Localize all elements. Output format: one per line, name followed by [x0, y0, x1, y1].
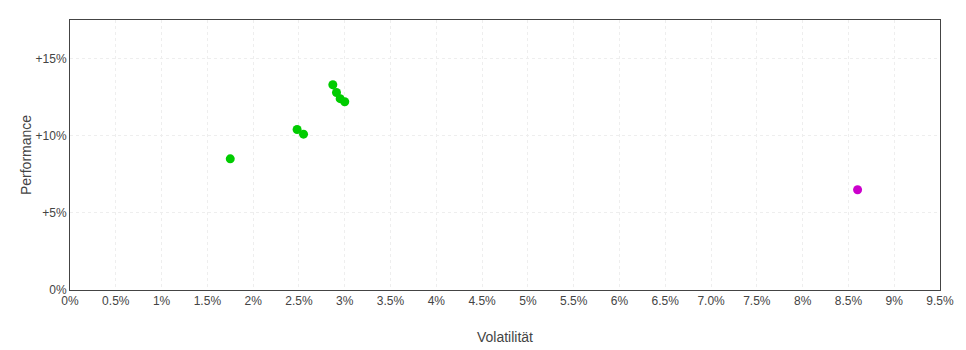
svg-text:2%: 2% [244, 294, 262, 308]
svg-text:7.0%: 7.0% [697, 294, 725, 308]
svg-text:8%: 8% [794, 294, 812, 308]
svg-text:4.5%: 4.5% [468, 294, 496, 308]
svg-text:4%: 4% [428, 294, 446, 308]
svg-text:+15%: +15% [36, 52, 67, 66]
svg-text:1.5%: 1.5% [194, 294, 222, 308]
svg-text:3.5%: 3.5% [377, 294, 405, 308]
svg-text:7.5%: 7.5% [743, 294, 771, 308]
svg-text:2.5%: 2.5% [285, 294, 313, 308]
svg-text:9.5%: 9.5% [926, 294, 954, 308]
svg-text:+5%: +5% [42, 206, 67, 220]
svg-text:0%: 0% [61, 294, 79, 308]
svg-text:+10%: +10% [36, 129, 67, 143]
svg-text:Performance: Performance [18, 115, 34, 195]
svg-text:9%: 9% [886, 294, 904, 308]
svg-text:0%: 0% [49, 283, 67, 297]
svg-text:5%: 5% [519, 294, 537, 308]
svg-text:1%: 1% [153, 294, 171, 308]
svg-text:0.5%: 0.5% [102, 294, 130, 308]
svg-text:3%: 3% [336, 294, 354, 308]
svg-text:8.5%: 8.5% [835, 294, 863, 308]
svg-text:6%: 6% [611, 294, 629, 308]
svg-text:5.5%: 5.5% [560, 294, 588, 308]
svg-text:6.5%: 6.5% [652, 294, 680, 308]
svg-text:Volatilität: Volatilität [477, 329, 533, 345]
